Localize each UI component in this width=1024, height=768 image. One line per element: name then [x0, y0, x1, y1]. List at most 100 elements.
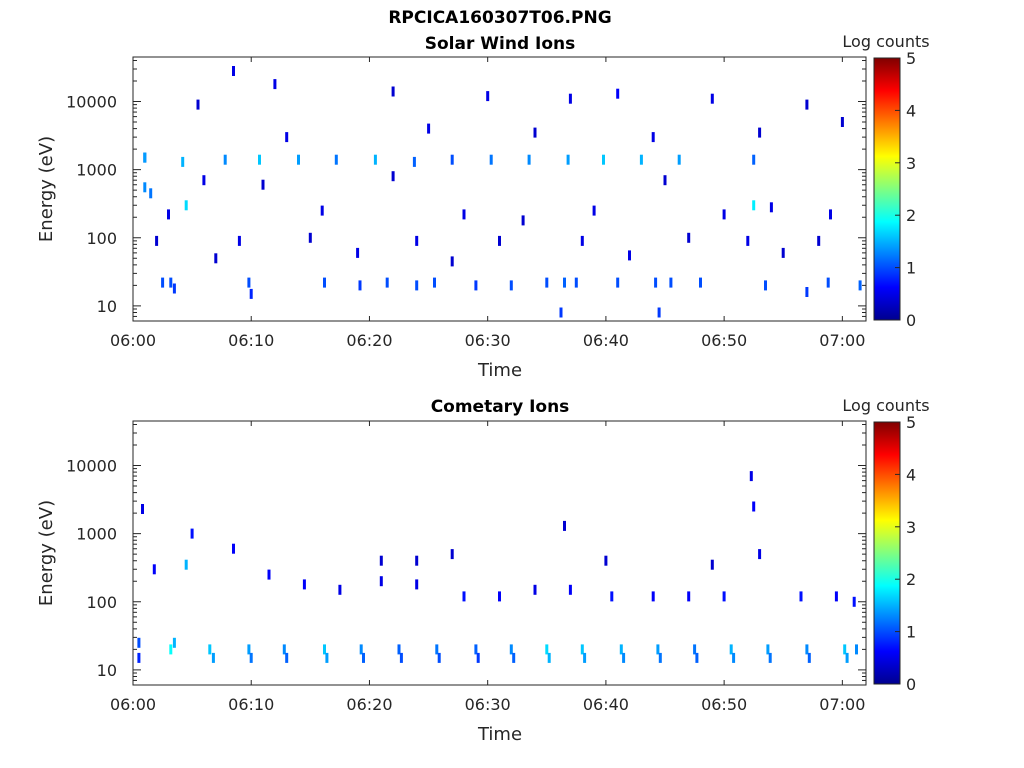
data-cell [592, 205, 596, 216]
data-cell [391, 171, 395, 182]
data-cell [781, 247, 785, 258]
data-cell [619, 644, 623, 655]
data-cell [693, 644, 697, 655]
data-cell [437, 652, 441, 663]
data-cell [658, 652, 662, 663]
data-cell [580, 235, 584, 246]
data-cell [547, 652, 551, 663]
data-cell [583, 652, 587, 663]
data-cell [184, 200, 188, 211]
data-cell [752, 200, 756, 211]
data-cell [616, 88, 620, 99]
data-cell [249, 288, 253, 299]
data-cell [805, 99, 809, 110]
data-cell [722, 591, 726, 602]
data-cell [805, 644, 809, 655]
cometary-xlabel: Time [477, 724, 522, 745]
data-cell [415, 579, 419, 590]
data-cell [758, 549, 762, 560]
data-cell [699, 277, 702, 288]
data-cell [749, 471, 753, 482]
data-cell [190, 528, 194, 539]
data-cell [412, 156, 416, 167]
solar-wind-title: Solar Wind Ions [425, 34, 576, 54]
data-cell [184, 559, 188, 570]
data-cell [766, 644, 770, 655]
data-cell [323, 644, 326, 655]
x-tick-label: 06:50 [701, 331, 747, 350]
data-cell [208, 644, 212, 655]
data-cell [799, 591, 803, 602]
data-cell [758, 127, 762, 138]
data-cell [746, 235, 750, 246]
data-cell [768, 652, 772, 663]
data-cell [722, 209, 726, 220]
data-cell [258, 154, 261, 165]
colorbar-tick-label: 4 [906, 465, 916, 484]
y-tick-label: 1000 [76, 161, 117, 180]
data-cell [568, 584, 572, 595]
data-cell [152, 564, 156, 575]
data-cell [302, 579, 306, 590]
data-cell [687, 232, 691, 243]
data-cell [710, 93, 714, 104]
data-cell [559, 307, 563, 318]
data-cell [356, 247, 360, 258]
data-cell [677, 154, 681, 165]
x-tick-label: 06:30 [465, 695, 511, 714]
data-cell [752, 501, 756, 512]
data-cell [486, 91, 490, 102]
data-cell [639, 154, 643, 165]
colorbar-tick-label: 0 [906, 311, 916, 330]
data-cell [563, 520, 566, 531]
data-cell [852, 596, 856, 607]
data-cell [855, 644, 858, 655]
data-cell [379, 555, 383, 566]
cometary-plot-area [132, 420, 867, 686]
data-cell [509, 644, 513, 655]
x-tick-label: 06:20 [346, 331, 392, 350]
data-cell [232, 66, 235, 76]
x-tick-label: 06:20 [346, 695, 392, 714]
data-cell [858, 280, 862, 291]
solar-wind-plot-area [132, 56, 867, 322]
data-cell [566, 154, 570, 165]
data-cell [196, 99, 200, 110]
data-cell [840, 117, 844, 127]
data-cell [247, 277, 251, 288]
x-tick-label: 06:40 [583, 695, 629, 714]
colorbar-tick-label: 1 [906, 259, 916, 278]
x-tick-label: 07:00 [819, 695, 865, 714]
data-cell [282, 644, 286, 655]
cometary-colorbar [873, 421, 901, 685]
data-cell [450, 154, 454, 165]
y-tick-label: 1000 [76, 525, 117, 544]
data-cell [232, 543, 235, 554]
data-cell [462, 209, 466, 220]
data-cell [308, 232, 312, 243]
cometary-panel: Cometary Ions 06:00 06:10 06:20 06:30 06:40 0… [36, 396, 930, 745]
data-cell [137, 652, 141, 663]
data-cell [285, 652, 289, 663]
colorbar-tick-label: 3 [906, 518, 916, 537]
data-cell [358, 280, 362, 291]
data-cell [167, 209, 170, 220]
y-tick-label: 100 [86, 229, 117, 248]
data-cell [651, 591, 655, 602]
data-cell [161, 277, 165, 288]
data-cell [172, 283, 176, 294]
data-cell [237, 235, 241, 246]
cometary-colorbar-label: Log counts [842, 396, 929, 415]
data-cell [285, 132, 289, 143]
data-cell [817, 235, 821, 246]
x-tick-label: 06:00 [110, 695, 156, 714]
data-cell [169, 277, 173, 288]
data-cell [435, 644, 439, 655]
cometary-marks [137, 471, 858, 663]
data-cell [687, 591, 691, 602]
data-cell [622, 652, 626, 663]
data-cell [323, 277, 326, 288]
data-cell [769, 202, 773, 213]
data-cell [843, 644, 847, 655]
x-tick-label: 06:10 [228, 695, 274, 714]
